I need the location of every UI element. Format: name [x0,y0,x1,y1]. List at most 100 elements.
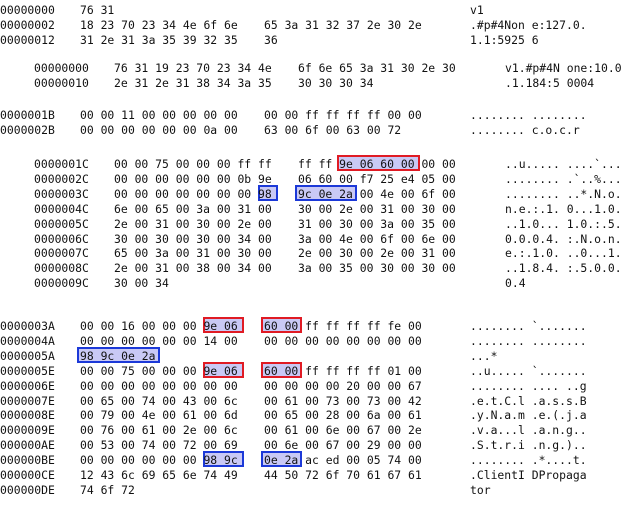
hex-bytes-left: 2e 31 2e 31 38 34 3a 35 [114,76,272,90]
hex-bytes-right: 30 30 30 34 [298,76,374,90]
offset-label: 0000006C [34,232,89,246]
hex-bytes-left: 18 23 70 23 34 4e 6f 6e [80,18,238,32]
offset-label: 0000002B [0,123,55,137]
ascii-text: v1.#p#4N one:10.0 [505,61,622,75]
hex-bytes-right: 65 3a 31 32 37 2e 30 2e [264,18,422,32]
hex-bytes-right: 31 00 30 00 3a 00 35 00 [298,217,456,231]
hex-bytes-right: 60 00 ff ff ff ff fe 00 [264,319,422,333]
hex-bytes-left: 31 2e 31 3a 35 39 32 35 [80,33,238,47]
ascii-text: .e.t.C.l .a.s.s.B [470,394,587,408]
ascii-text: 0.0.0.4. :.N.o.n. [505,232,622,246]
ascii-text: ..u..... `....... [470,364,587,378]
offset-label: 00000000 [34,61,89,75]
offset-label: 000000CE [0,468,55,482]
ascii-text: ..1.0... 1.0.:.5. [505,217,622,231]
hex-bytes-left: 00 00 00 00 00 00 0a 00 [80,123,238,137]
offset-label: 0000001C [34,157,89,171]
hex-bytes-right: 00 6e 00 67 00 29 00 00 [264,438,422,452]
hex-bytes-left: 00 76 00 61 00 2e 00 6c [80,423,238,437]
hex-bytes-left: 74 6f 72 [80,483,135,497]
hex-bytes-left: 12 43 6c 69 65 6e 74 49 [80,468,238,482]
ascii-text: ........ ..*.N.o. [505,187,622,201]
hex-bytes-right: 60 00 ff ff ff ff 01 00 [264,364,422,378]
offset-label: 00000012 [0,33,55,47]
hex-bytes-right: 0e 2a ac ed 00 05 74 00 [264,453,422,467]
ascii-text: .ClientI DPropaga [470,468,587,482]
hex-bytes-left: 6e 00 65 00 3a 00 31 00 [114,202,272,216]
ascii-text: .y.N.a.m .e.(.j.a [470,408,587,422]
hex-bytes-right: 3a 00 35 00 30 00 30 00 [298,261,456,275]
hex-bytes-right: 63 00 6f 00 63 00 72 [264,123,402,137]
hex-bytes-right: 2e 00 30 00 2e 00 31 00 [298,246,456,260]
ascii-text: .1.184:5 0004 [505,76,595,90]
offset-label: 0000005A [0,349,55,363]
ascii-text: 0.4 [505,276,526,290]
hex-bytes-right: 00 00 00 00 20 00 00 67 [264,379,422,393]
hex-bytes-left: 00 00 00 00 00 00 00 98 [114,187,272,201]
offset-label: 0000004C [34,202,89,216]
hex-bytes-left: 00 00 75 00 00 00 ff ff [114,157,272,171]
offset-label: 00000010 [34,76,89,90]
hex-bytes-left: 00 65 00 74 00 43 00 6c [80,394,238,408]
ascii-text: n.e.:.1. 0...1.0. [505,202,622,216]
offset-label: 0000005E [0,364,55,378]
blue-highlight-box [203,451,244,467]
ascii-text: ........ .... ..g [470,379,587,393]
ascii-text: ...* [470,349,498,363]
offset-label: 0000003A [0,319,55,333]
hex-bytes-right: 3a 00 4e 00 6f 00 6e 00 [298,232,456,246]
hex-bytes-right: 44 50 72 6f 70 61 67 61 [264,468,422,482]
ascii-text: ........ .*....t. [470,453,587,467]
offset-label: 00000002 [0,18,55,32]
ascii-text: ........ ........ [470,334,587,348]
hex-bytes-left: 65 00 3a 00 31 00 30 00 [114,246,272,260]
hex-bytes-left: 30 00 30 00 30 00 34 00 [114,232,272,246]
hex-bytes-left: 00 53 00 74 00 72 00 69 [80,438,238,452]
offset-label: 000000BE [0,453,55,467]
red-highlight-box [203,317,244,333]
hex-bytes-right: 00 61 00 6e 00 67 00 2e [264,423,422,437]
hex-bytes-right: 9c 0e 2a 00 4e 00 6f 00 [298,187,456,201]
hex-bytes-right: 00 00 00 00 00 00 00 00 [264,334,422,348]
hex-bytes-left: 76 31 19 23 70 23 34 4e [114,61,272,75]
ascii-text: .v.a...l .a.n.g.. [470,423,587,437]
offset-label: 0000005C [34,217,89,231]
red-highlight-box [261,362,302,378]
hex-bytes-right: 30 00 2e 00 31 00 30 00 [298,202,456,216]
offset-label: 0000003C [34,187,89,201]
offset-label: 00000000 [0,3,55,17]
blue-highlight-box [258,185,278,201]
offset-label: 0000008C [34,261,89,275]
ascii-text: e.:.1.0. ..0...1. [505,246,622,260]
hex-bytes-left: 30 00 34 [114,276,169,290]
ascii-text: ..u..... ....`... [505,157,622,171]
hex-bytes-left: 2e 00 31 00 38 00 34 00 [114,261,272,275]
hex-bytes-right: 00 61 00 73 00 73 00 42 [264,394,422,408]
hex-bytes-right: 06 60 00 f7 25 e4 05 00 [298,172,456,186]
ascii-text: .S.t.r.i .n.g.).. [470,438,587,452]
red-highlight-box [203,362,244,378]
offset-label: 0000002C [34,172,89,186]
hex-bytes-left: 00 00 00 00 00 00 00 00 [80,379,238,393]
ascii-text: 1.1:5925 6 [470,33,539,47]
blue-highlight-box [261,451,302,467]
hex-bytes-left: 76 31 [80,3,115,17]
offset-label: 0000009E [0,423,55,437]
ascii-text: .#p#4Non e:127.0. [470,18,587,32]
hex-bytes-right: 6f 6e 65 3a 31 30 2e 30 [298,61,456,75]
blue-highlight-box [295,185,357,201]
hex-bytes-left: 00 00 00 00 00 00 98 9c [80,453,238,467]
offset-label: 000000DE [0,483,55,497]
offset-label: 0000008E [0,408,55,422]
hex-bytes-left: 2e 00 31 00 30 00 2e 00 [114,217,272,231]
hex-bytes-left: 98 9c 0e 2a [80,349,156,363]
hex-bytes-right: 36 [264,33,278,47]
hex-bytes-right: 00 00 ff ff ff ff 00 00 [264,108,422,122]
offset-label: 0000009C [34,276,89,290]
hex-bytes-left: 00 00 11 00 00 00 00 00 [80,108,238,122]
offset-label: 000000AE [0,438,55,452]
hex-bytes-left: 00 79 00 4e 00 61 00 6d [80,408,238,422]
red-highlight-box [337,155,420,171]
offset-label: 0000006E [0,379,55,393]
